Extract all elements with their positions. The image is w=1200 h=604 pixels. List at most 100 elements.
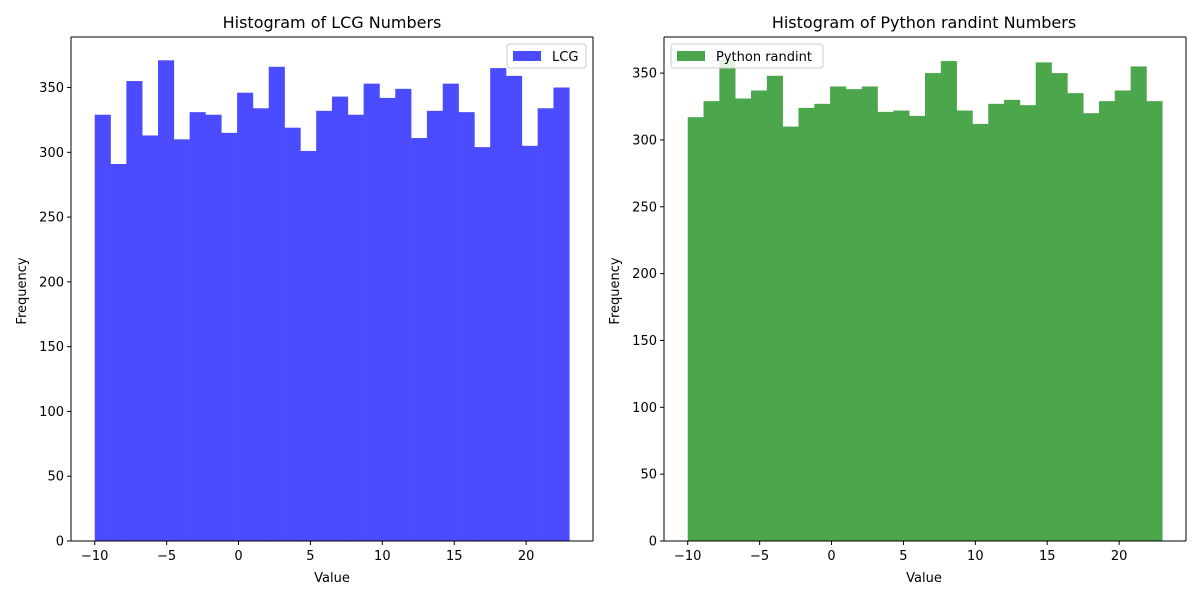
histogram-bar: [490, 68, 507, 541]
histogram-bar: [814, 103, 831, 541]
y-tick-label: 200: [632, 267, 657, 282]
y-tick-label: 350: [39, 81, 64, 96]
histogram-bar: [379, 97, 396, 542]
histogram-bar: [537, 108, 554, 541]
histogram-bar: [1083, 113, 1100, 541]
histogram-bar: [363, 83, 380, 542]
histogram-bar: [553, 87, 570, 541]
y-tick-label: 0: [649, 535, 657, 550]
x-tick-label: −10: [674, 549, 701, 564]
x-tick-label: 5: [306, 549, 314, 564]
histogram-bar: [300, 151, 317, 541]
histogram-bar: [972, 123, 989, 542]
x-tick-label: 10: [967, 549, 984, 564]
y-tick-label: 100: [39, 405, 64, 420]
y-tick-label: 200: [39, 275, 64, 290]
histogram-bar: [940, 61, 957, 541]
legend: LCG: [506, 43, 587, 69]
histogram-bar: [687, 117, 704, 541]
histogram-bar: [1114, 90, 1131, 542]
histogram-bar: [442, 83, 459, 542]
histogram-bar: [798, 107, 815, 541]
y-tick-label: 150: [632, 334, 657, 349]
histogram-bar: [703, 101, 720, 541]
x-tick-label: 15: [1039, 549, 1056, 564]
y-axis-label: Frequency: [15, 257, 30, 324]
histogram-bar: [861, 86, 878, 542]
histogram-bar: [173, 139, 190, 542]
histogram-bar: [126, 81, 143, 541]
histogram-bar: [877, 111, 894, 542]
x-tick-label: 0: [234, 549, 242, 564]
histogram-bar: [221, 132, 238, 542]
chart-title: Histogram of Python randint Numbers: [772, 13, 1076, 32]
legend-label: LCG: [552, 50, 578, 65]
histogram-bar: [782, 126, 799, 542]
y-tick-label: 0: [56, 535, 64, 550]
histogram-bar: [332, 96, 349, 541]
histogram-bar: [205, 114, 222, 541]
histogram-bar: [1146, 101, 1163, 541]
histogram-bar: [1004, 99, 1021, 542]
y-axis-label: Frequency: [608, 257, 623, 324]
histogram-bar: [845, 89, 863, 541]
x-tick-label: 0: [827, 549, 835, 564]
y-tick-label: 250: [39, 211, 64, 226]
histogram-bar: [237, 92, 254, 541]
histogram-bar: [110, 163, 127, 541]
x-axis-label: Value: [906, 571, 942, 586]
histogram-bar: [830, 86, 847, 542]
histogram-bar: [252, 108, 270, 541]
histogram-bar: [426, 110, 444, 542]
histogram-bar: [395, 88, 412, 541]
chart-title: Histogram of LCG Numbers: [223, 13, 442, 32]
legend: Python randint: [670, 43, 824, 69]
legend-box: [670, 43, 824, 69]
lcg-histogram-chart: Histogram of LCG Numbers −10 −5 0 5 10 15 200 5…: [15, 13, 594, 586]
histogram-bar: [893, 110, 910, 541]
histogram-bar: [189, 112, 206, 541]
histogram-bar: [1130, 66, 1147, 542]
x-tick-label: −5: [157, 549, 176, 564]
x-tick-label: 20: [1111, 549, 1128, 564]
histogram-bar: [1067, 93, 1084, 541]
histogram-bar: [474, 147, 491, 541]
histogram-bar: [719, 59, 736, 541]
histogram-bar: [751, 90, 768, 542]
histogram-bar: [142, 135, 159, 541]
python-randint-plot-area: −10 −5 0 5 10 15 20050100150200250300350Python…: [632, 36, 1187, 564]
histogram-bar: [284, 127, 301, 541]
histogram-bar: [458, 112, 475, 541]
y-tick-label: 350: [632, 67, 657, 82]
histogram-bar: [411, 138, 428, 541]
legend-box: [506, 43, 587, 69]
legend-swatch: [513, 51, 541, 61]
y-tick-label: 50: [640, 468, 657, 483]
histogram-bar: [1099, 101, 1116, 541]
x-tick-label: −10: [81, 549, 108, 564]
y-tick-label: 300: [632, 133, 657, 148]
histogram-bar: [735, 98, 752, 541]
x-tick-label: 10: [374, 549, 391, 564]
legend-swatch: [677, 51, 705, 61]
python-randint-histogram-chart: Histogram of Python randint Numbers −10 −…: [608, 13, 1187, 586]
histogram-bar: [909, 115, 926, 541]
histogram-bar: [1035, 62, 1052, 541]
histogram-bar: [1019, 105, 1037, 542]
x-tick-label: 15: [446, 549, 463, 564]
histogram-bar: [521, 145, 538, 542]
histogram-bar: [347, 114, 364, 541]
histogram-bar: [506, 75, 523, 541]
histogram-bar: [316, 110, 333, 542]
y-tick-label: 150: [39, 340, 64, 355]
y-tick-label: 50: [47, 470, 64, 485]
x-tick-label: 5: [899, 549, 907, 564]
histogram-bar: [268, 66, 285, 541]
histogram-bar: [988, 103, 1005, 541]
y-tick-label: 300: [39, 146, 64, 161]
y-tick-label: 250: [632, 200, 657, 215]
histogram-bar: [1051, 73, 1068, 541]
histogram-bar: [925, 73, 942, 541]
y-tick-label: 100: [632, 401, 657, 416]
